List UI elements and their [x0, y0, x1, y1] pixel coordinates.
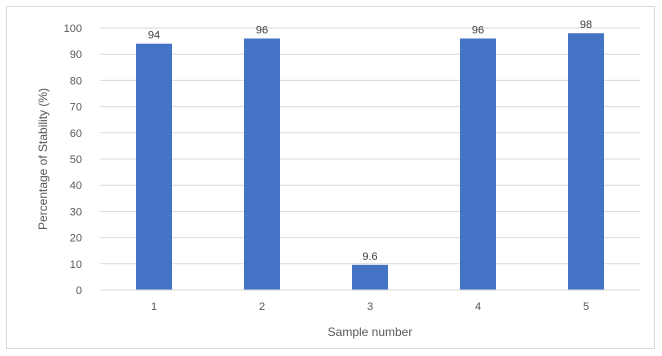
bar-5: [568, 33, 604, 291]
data-label: 98: [580, 19, 592, 31]
x-tick-label: 1: [151, 301, 157, 313]
bar-3: [352, 264, 388, 290]
bar-1: [136, 43, 172, 290]
y-tick-label: 90: [70, 49, 82, 61]
y-tick-label: 70: [70, 102, 82, 114]
y-tick-label: 10: [70, 259, 82, 271]
x-axis-title: Sample number: [328, 325, 413, 339]
bar-4: [460, 38, 496, 291]
data-label: 94: [148, 30, 160, 42]
y-tick-label: 50: [70, 154, 82, 166]
y-tick-label: 80: [70, 75, 82, 87]
y-tick-label: 0: [76, 285, 82, 297]
data-labels: 94 96 9.6 96 98: [148, 19, 592, 263]
chart-frame: [6, 6, 655, 349]
bars: [136, 33, 604, 291]
y-tick-label: 100: [64, 23, 82, 35]
y-axis-title: Percentage of Stability (%): [36, 88, 50, 230]
x-tick-label: 4: [475, 301, 481, 313]
x-axis-ticks: 1 2 3 4 5: [151, 301, 589, 313]
x-tick-label: 5: [583, 301, 589, 313]
y-axis-ticks: 0 10 20 30 40 50 60 70 80 90 100: [64, 23, 82, 297]
data-label: 96: [472, 24, 484, 36]
gridlines: [100, 27, 640, 265]
y-tick-label: 40: [70, 180, 82, 192]
y-tick-label: 20: [70, 233, 82, 245]
x-tick-label: 3: [367, 301, 373, 313]
data-label: 96: [256, 24, 268, 36]
y-tick-label: 60: [70, 128, 82, 140]
x-tick-label: 2: [259, 301, 265, 313]
y-tick-label: 30: [70, 206, 82, 218]
bar-2: [244, 38, 280, 291]
data-label: 9.6: [362, 251, 377, 263]
